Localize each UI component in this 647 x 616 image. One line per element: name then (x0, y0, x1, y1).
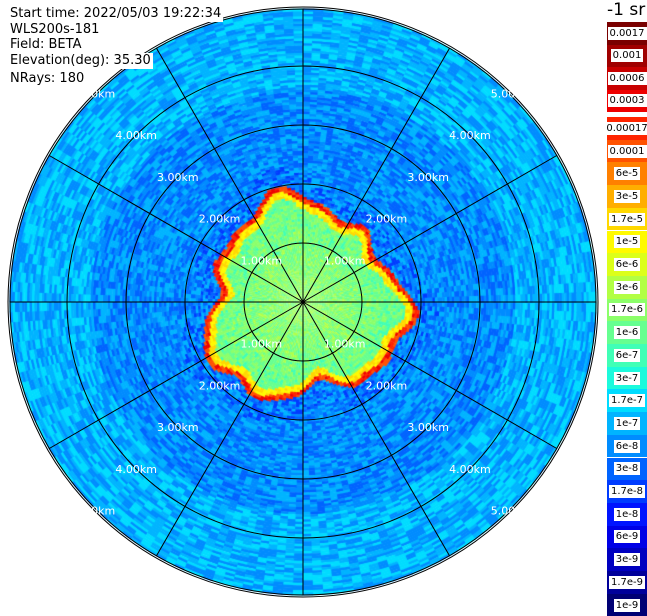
colorbar-lower-label-21: 1e-9 (613, 598, 641, 612)
colorbar-lower-label-11: 3e-7 (613, 371, 641, 385)
range-label: 1.00km (324, 338, 366, 351)
colorbar-lower-label-17: 1e-8 (613, 507, 641, 521)
colorbar-lower-cell-2: 6e-5 (607, 162, 647, 186)
colorbar-lower-label-10: 6e-7 (613, 348, 641, 362)
colorbar-upper-label-1: 0.001 (610, 49, 644, 63)
colorbar-lower-cell-13: 1e-7 (607, 412, 647, 435)
azimuth-spoke-210 (156, 301, 304, 556)
range-label: 4.00km (449, 463, 491, 476)
colorbar-upper-cell-2: 0.0006 (607, 67, 647, 90)
colorbar-lower-label-18: 6e-9 (613, 530, 641, 544)
colorbar-lower-label-4: 1.7e-5 (608, 212, 646, 226)
azimuth-spoke-150 (302, 301, 450, 556)
colorbar-units: -1 sr (607, 0, 646, 20)
range-label: 3.00km (407, 171, 449, 184)
colorbar-lower-label-14: 6e-8 (613, 439, 641, 453)
colorbar-lower-label-16: 1.7e-8 (608, 485, 646, 499)
field-label: Field: BETA (10, 37, 84, 53)
colorbar-lower-cell-14: 6e-8 (607, 434, 647, 458)
colorbar-upper-cell-3: 0.0003 (607, 89, 647, 112)
range-label: 1.00km (240, 254, 282, 267)
colorbar-lower-label-3: 3e-5 (613, 189, 641, 203)
colorbar-lower-label-5: 1e-5 (613, 235, 641, 249)
azimuth-spoke-330 (156, 48, 304, 303)
range-labels: 1.00km 1.00km 1.00km 1.00km 2.00km 2.00km 2.00… (74, 87, 533, 517)
colorbar-lower-cell-4: 1.7e-5 (607, 207, 647, 231)
ppi-overlay: 1.00km 1.00km 1.00km 1.00km 2.00km 2.00km 2.00… (7, 6, 599, 598)
elevation-label: Elevation(deg): 35.30 (10, 53, 153, 69)
colorbar-lower-cell-17: 1e-8 (607, 502, 647, 526)
azimuth-spoke-30 (302, 48, 450, 303)
colorbar-lower-cell-16: 1.7e-8 (607, 480, 647, 503)
range-label: 2.00km (199, 379, 241, 392)
range-label: 4.00km (115, 463, 157, 476)
range-label: 1.00km (240, 338, 282, 351)
colorbar-lower-label-2: 6e-5 (613, 167, 641, 181)
nrays-label: NRays: 180 (10, 71, 87, 87)
colorbar-lower-cell-3: 3e-5 (607, 185, 647, 208)
range-label: 2.00km (199, 213, 241, 226)
colorbar-lower-cell-15: 3e-8 (607, 457, 647, 481)
range-label: 5.00km (491, 87, 533, 100)
range-label: 3.00km (157, 171, 199, 184)
colorbar-lower-label-7: 3e-6 (613, 280, 641, 294)
range-label: 1.00km (324, 254, 366, 267)
azimuth-spoke-60 (302, 155, 557, 303)
range-label: 3.00km (407, 421, 449, 434)
colorbar-lower-cell-20: 1.7e-9 (607, 571, 647, 594)
colorbar-lower-cell-18: 6e-9 (607, 525, 647, 549)
start-time-label: Start time: 2022/05/03 19:22:34 (10, 6, 224, 22)
range-label: 4.00km (115, 129, 157, 142)
colorbar-lower-label-13: 1e-7 (613, 416, 641, 430)
colorbar-lower-cell-10: 6e-7 (607, 344, 647, 367)
colorbar-upper-label-3: 0.0003 (607, 94, 647, 108)
colorbar-lower-cell-12: 1.7e-7 (607, 389, 647, 413)
azimuth-spoke-300 (49, 155, 304, 303)
colorbar-upper-cell-0: 0.0017 (607, 22, 647, 45)
colorbar-lower-cell-5: 1e-5 (607, 230, 647, 254)
colorbar-lower-label-15: 3e-8 (613, 462, 641, 476)
range-label: 5.00km (74, 505, 116, 518)
colorbar-upper-label-0: 0.0017 (607, 26, 647, 40)
colorbar-lower-cell-1: 0.0001 (607, 139, 647, 163)
range-label: 4.00km (449, 129, 491, 142)
colorbar-lower-cell-19: 3e-9 (607, 548, 647, 571)
colorbar-lower-cell-0: 0.00017 (604, 117, 647, 140)
range-label: 3.00km (157, 421, 199, 434)
colorbar-lower-cell-6: 6e-6 (607, 253, 647, 276)
instrument-label: WLS200s-181 (10, 22, 102, 38)
range-label: 5.00km (491, 505, 533, 518)
colorbar-lower-cell-9: 1e-6 (607, 321, 647, 344)
colorbar-lower-cell-8: 1.7e-6 (607, 298, 647, 322)
colorbar-lower-label-8: 1.7e-6 (608, 303, 646, 317)
colorbar-lower-label-6: 6e-6 (613, 258, 641, 272)
colorbar-lower-cell-21: 1e-9 (607, 593, 647, 616)
colorbar-lower-cell-11: 3e-7 (607, 366, 647, 390)
colorbar-lower-label-9: 1e-6 (613, 326, 641, 340)
colorbar-upper-cell-1: 0.001 (607, 44, 647, 67)
range-label: 5.00km (74, 87, 116, 100)
colorbar-lower-label-0: 0.00017 (604, 121, 647, 135)
range-label: 2.00km (366, 213, 408, 226)
range-ring-5km (7, 6, 599, 598)
colorbar-lower-cell-7: 3e-6 (607, 275, 647, 299)
range-label: 2.00km (366, 379, 408, 392)
colorbar-lower-label-19: 3e-9 (613, 553, 641, 567)
azimuth-spokes (10, 9, 596, 595)
azimuth-spoke-120 (302, 301, 557, 449)
azimuth-spoke-240 (49, 301, 304, 449)
colorbar-lower-label-20: 1.7e-9 (608, 575, 646, 589)
colorbar-lower-label-1: 0.0001 (607, 144, 647, 158)
colorbar-upper-label-2: 0.0006 (607, 71, 647, 85)
colorbar-lower-label-12: 1.7e-7 (608, 394, 646, 408)
